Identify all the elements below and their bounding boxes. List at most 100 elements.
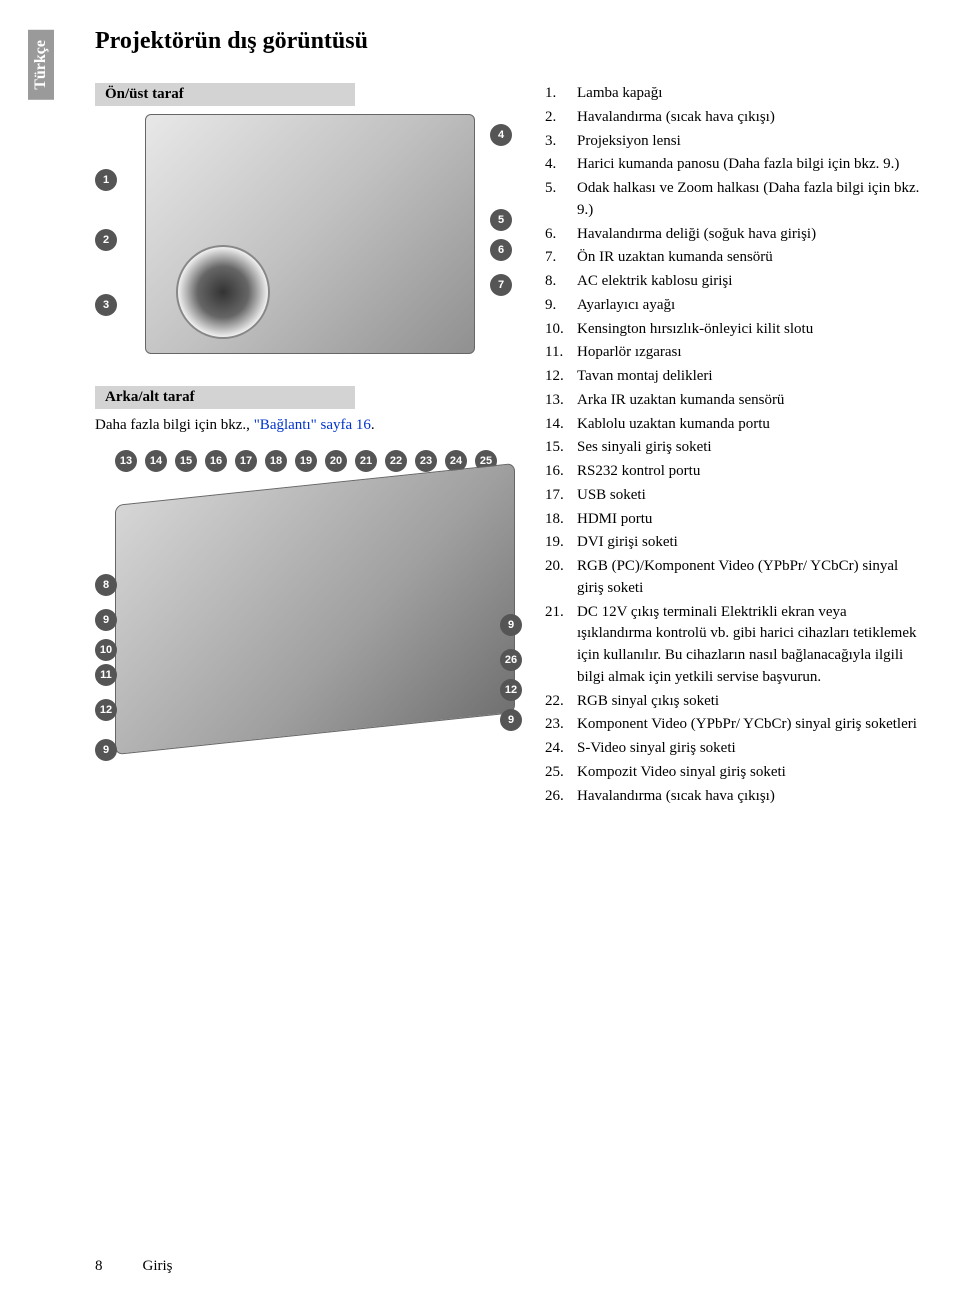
callout-9: 9 <box>95 609 117 631</box>
legend-item: 26.Havalandırma (sıcak hava çıkışı) <box>545 786 925 808</box>
callout-6: 6 <box>490 239 512 261</box>
legend-item: 20.RGB (PC)/Komponent Video (YPbPr/ YCbC… <box>545 556 925 600</box>
front-view-header: Ön/üst taraf <box>95 83 355 106</box>
legend-item: 12.Tavan montaj delikleri <box>545 366 925 388</box>
legend-number: 13. <box>545 390 577 412</box>
projector-front-illustration <box>145 114 475 354</box>
callout-4: 4 <box>490 124 512 146</box>
callout-2: 2 <box>95 229 117 251</box>
callout-9: 9 <box>500 614 522 636</box>
legend-column: 1.Lamba kapağı2.Havalandırma (sıcak hava… <box>545 83 925 809</box>
callout-19: 19 <box>295 450 317 472</box>
legend-text: Ayarlayıcı ayağı <box>577 295 925 317</box>
callout-5: 5 <box>490 209 512 231</box>
legend-text: Arka IR uzaktan kumanda sensörü <box>577 390 925 412</box>
legend-number: 6. <box>545 224 577 246</box>
legend-number: 2. <box>545 107 577 129</box>
callout-12: 12 <box>500 679 522 701</box>
legend-text: Havalandırma (sıcak hava çıkışı) <box>577 786 925 808</box>
language-tab: Türkçe <box>28 30 54 100</box>
legend-item: 1.Lamba kapağı <box>545 83 925 105</box>
legend-item: 13.Arka IR uzaktan kumanda sensörü <box>545 390 925 412</box>
legend-text: Ön IR uzaktan kumanda sensörü <box>577 247 925 269</box>
legend-item: 15.Ses sinyali giriş soketi <box>545 437 925 459</box>
callout-12: 12 <box>95 699 117 721</box>
legend-text: Komponent Video (YPbPr/ YCbCr) sinyal gi… <box>577 714 925 736</box>
legend-item: 2.Havalandırma (sıcak hava çıkışı) <box>545 107 925 129</box>
legend-item: 21.DC 12V çıkış terminali Elektrikli ekr… <box>545 602 925 689</box>
legend-number: 19. <box>545 532 577 554</box>
callout-23: 23 <box>415 450 437 472</box>
legend-text: Kompozit Video sinyal giriş soketi <box>577 762 925 784</box>
legend-number: 3. <box>545 131 577 153</box>
legend-item: 24.S-Video sinyal giriş soketi <box>545 738 925 760</box>
legend-item: 5.Odak halkası ve Zoom halkası (Daha faz… <box>545 178 925 222</box>
legend-text: Havalandırma deliği (soğuk hava girişi) <box>577 224 925 246</box>
page-content: Projektörün dış görüntüsü Ön/üst taraf 1… <box>95 28 925 809</box>
diagrams-column: Ön/üst taraf 1234567 Arka/alt taraf Daha… <box>95 83 525 809</box>
legend-number: 5. <box>545 178 577 222</box>
legend-text: Ses sinyali giriş soketi <box>577 437 925 459</box>
legend-text: Lamba kapağı <box>577 83 925 105</box>
legend-text: Kensington hırsızlık-önleyici kilit slot… <box>577 319 925 341</box>
legend-text: HDMI portu <box>577 509 925 531</box>
legend-number: 8. <box>545 271 577 293</box>
legend-number: 22. <box>545 691 577 713</box>
legend-number: 14. <box>545 414 577 436</box>
callout-26: 26 <box>500 649 522 671</box>
legend-text: S-Video sinyal giriş soketi <box>577 738 925 760</box>
callout-7: 7 <box>490 274 512 296</box>
legend-text: Projeksiyon lensi <box>577 131 925 153</box>
projector-bottom-illustration <box>115 463 515 755</box>
callout-10: 10 <box>95 639 117 661</box>
legend-item: 11.Hoparlör ızgarası <box>545 342 925 364</box>
legend-number: 7. <box>545 247 577 269</box>
legend-text: Kablolu uzaktan kumanda portu <box>577 414 925 436</box>
legend-text: RGB (PC)/Komponent Video (YPbPr/ YCbCr) … <box>577 556 925 600</box>
legend-item: 4.Harici kumanda panosu (Daha fazla bilg… <box>545 154 925 176</box>
legend-item: 6.Havalandırma deliği (soğuk hava girişi… <box>545 224 925 246</box>
legend-number: 11. <box>545 342 577 364</box>
rear-diagram: 891011129926129 <box>95 484 515 774</box>
page-number: 8 <box>95 1258 103 1275</box>
legend-number: 25. <box>545 762 577 784</box>
legend-item: 14.Kablolu uzaktan kumanda portu <box>545 414 925 436</box>
legend-text: RGB sinyal çıkış soketi <box>577 691 925 713</box>
section-name: Giriş <box>143 1258 173 1275</box>
callout-11: 11 <box>95 664 117 686</box>
legend-item: 25.Kompozit Video sinyal giriş soketi <box>545 762 925 784</box>
legend-item: 9.Ayarlayıcı ayağı <box>545 295 925 317</box>
legend-text: AC elektrik kablosu girişi <box>577 271 925 293</box>
callout-3: 3 <box>95 294 117 316</box>
legend-item: 3.Projeksiyon lensi <box>545 131 925 153</box>
legend-text: Tavan montaj delikleri <box>577 366 925 388</box>
legend-item: 7.Ön IR uzaktan kumanda sensörü <box>545 247 925 269</box>
caption-suffix: . <box>371 417 375 433</box>
page-footer: 8 Giriş <box>95 1258 173 1275</box>
legend-number: 10. <box>545 319 577 341</box>
callout-9: 9 <box>500 709 522 731</box>
callout-9: 9 <box>95 739 117 761</box>
legend-number: 12. <box>545 366 577 388</box>
callout-8: 8 <box>95 574 117 596</box>
legend-number: 20. <box>545 556 577 600</box>
legend-number: 17. <box>545 485 577 507</box>
callout-1: 1 <box>95 169 117 191</box>
rear-caption: Daha fazla bilgi için bkz., "Bağlantı" s… <box>95 417 525 434</box>
callout-17: 17 <box>235 450 257 472</box>
caption-link[interactable]: "Bağlantı" sayfa 16 <box>254 417 371 433</box>
legend-text: DVI girişi soketi <box>577 532 925 554</box>
callout-14: 14 <box>145 450 167 472</box>
legend-number: 26. <box>545 786 577 808</box>
legend-number: 21. <box>545 602 577 689</box>
callout-13: 13 <box>115 450 137 472</box>
legend-text: RS232 kontrol portu <box>577 461 925 483</box>
legend-number: 24. <box>545 738 577 760</box>
callout-16: 16 <box>205 450 227 472</box>
legend-item: 8.AC elektrik kablosu girişi <box>545 271 925 293</box>
legend-item: 16.RS232 kontrol portu <box>545 461 925 483</box>
legend-item: 17.USB soketi <box>545 485 925 507</box>
callout-21: 21 <box>355 450 377 472</box>
legend-text: USB soketi <box>577 485 925 507</box>
callout-15: 15 <box>175 450 197 472</box>
